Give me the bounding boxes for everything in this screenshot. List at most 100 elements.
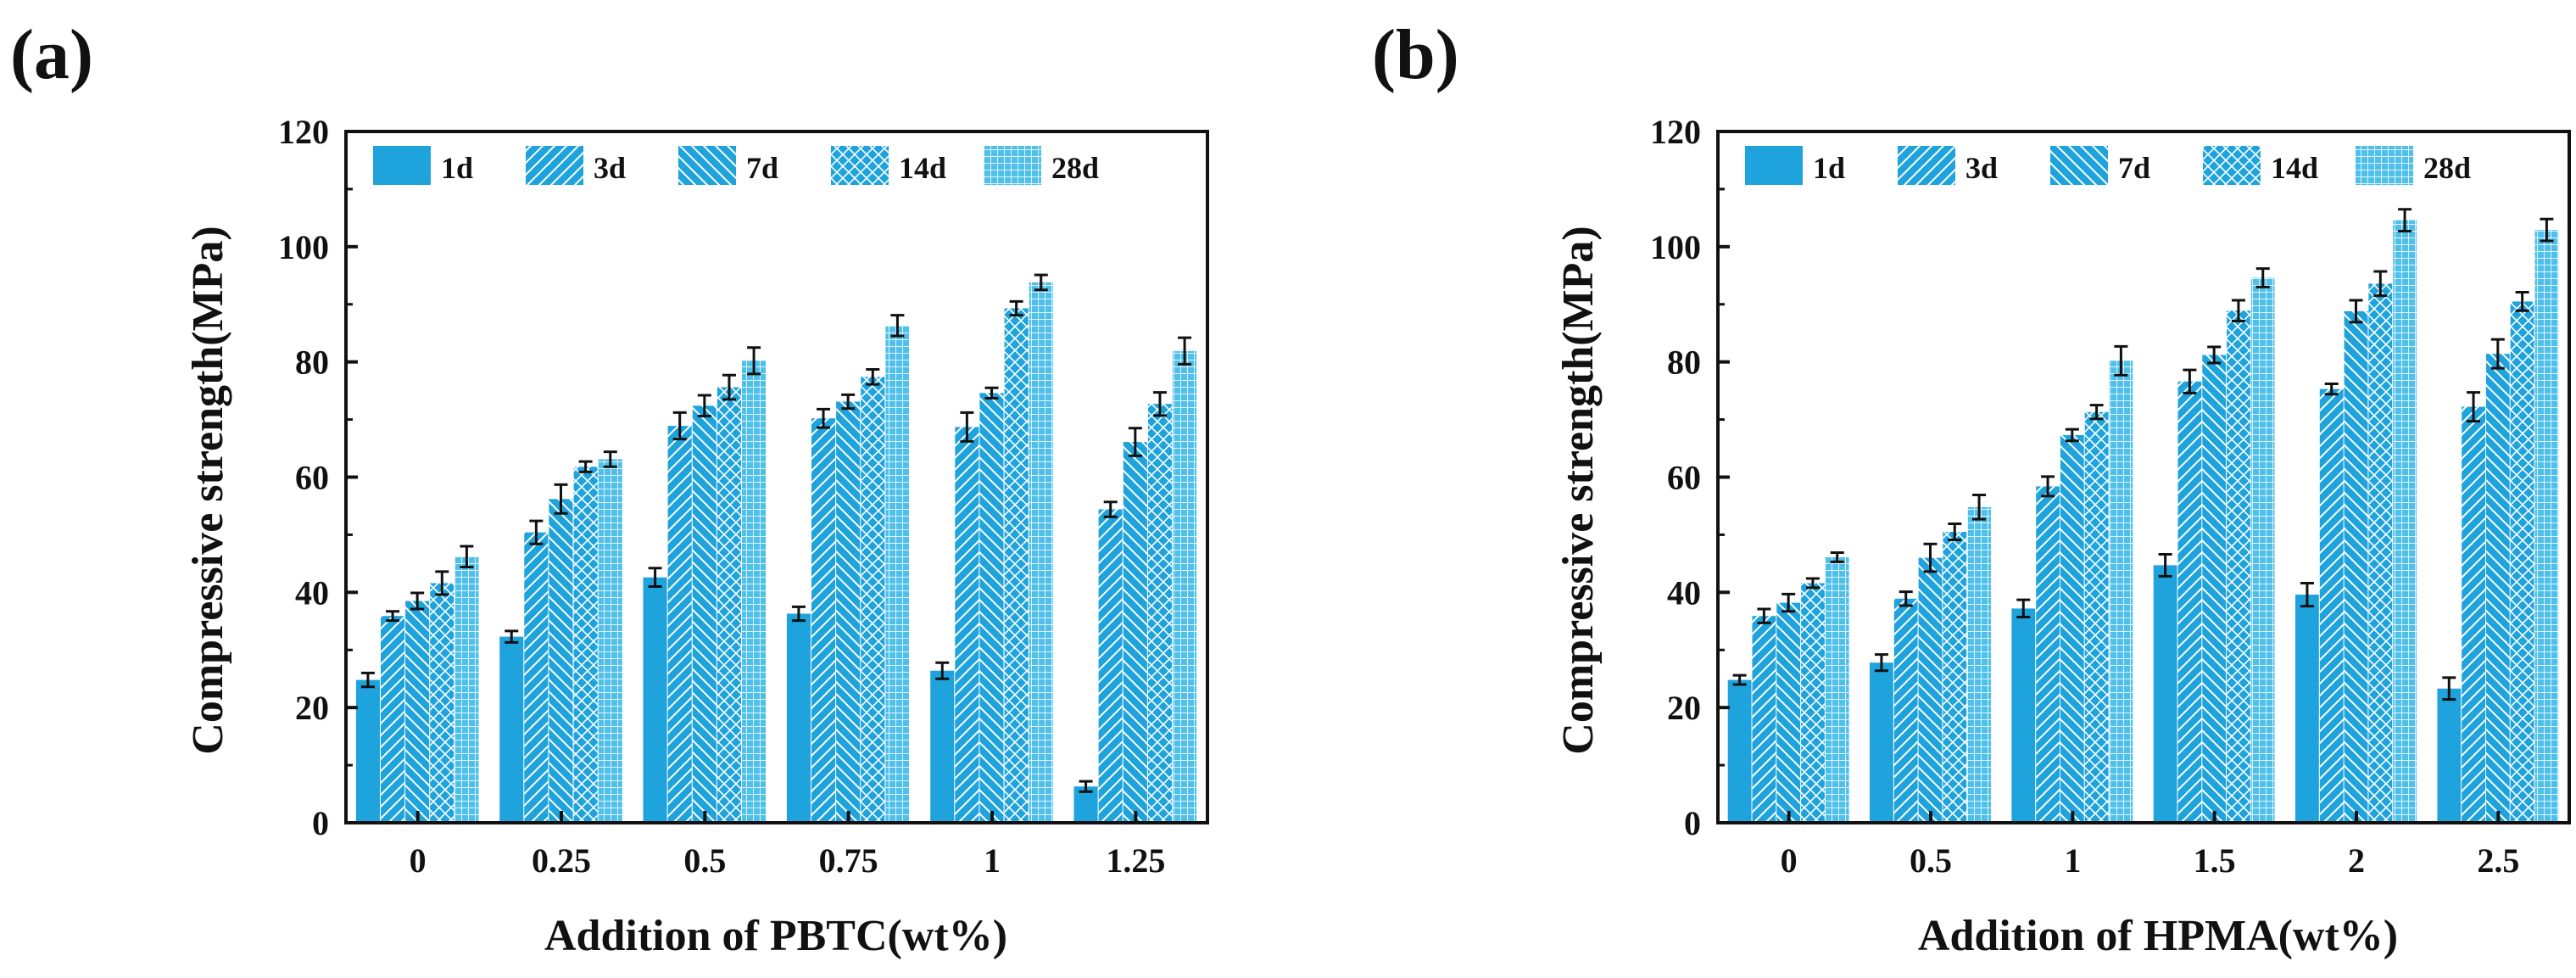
bar-7d-1.25 [1123,442,1147,823]
error-bar-3d-0 [386,610,400,623]
legend-swatch-14d [831,146,889,185]
bar-28d-0 [454,556,479,823]
x-tick-label: 1 [2064,841,2081,880]
error-bar-14d-0 [1805,577,1820,590]
x-tick-label: 0.25 [532,841,591,880]
y-tick-label: 80 [295,344,329,382]
x-axis-title-a: Addition of PBTC(wt%) [544,912,1007,960]
error-bar-7d-0.5 [697,394,711,418]
chart-panel-b: (b) Compressive strength(MPa) Addition o… [1372,15,2571,960]
error-bar-7d-1.5 [2207,345,2222,365]
error-bar-14d-0.25 [578,460,593,473]
bar-7d-1.5 [2202,355,2227,823]
bar-3d-0.25 [524,532,549,823]
chart-panel-a: (a) Compressive strength(MPa) Addition o… [10,15,1209,960]
error-bar-1d-0 [1732,673,1747,686]
error-bar-7d-2.5 [2490,338,2505,370]
bar-1d-0 [1727,679,1752,823]
legend-swatch-7d [2050,146,2108,185]
error-bar-3d-1.5 [2183,368,2197,394]
x-tick-label: 2.5 [2477,841,2519,880]
bar-1d-0.5 [643,577,667,823]
x-tick-label: 0.75 [819,841,878,880]
plot-area-a: 0 20 40 60 80 100 120 0 0.25 0.5 0.75 1 1.25 1d 3d 7d 14… [278,113,1209,880]
bar-3d-1.25 [1098,509,1123,823]
bar-28d-0 [1825,556,1849,823]
bar-7d-0 [405,601,430,823]
error-bar-14d-1 [2089,404,2104,421]
bar-14d-0 [430,583,454,823]
y-tick-label: 120 [1650,113,1701,151]
bar-3d-0 [381,616,405,823]
panel-label-b: (b) [1372,15,1459,94]
error-bar-28d-0.5 [1972,494,1987,521]
error-bar-1d-1 [2016,598,2031,619]
bar-1d-2.5 [2437,688,2462,823]
y-tick-label: 60 [1667,459,1701,497]
panel-label-a: (a) [10,15,93,94]
error-bar-14d-2 [2373,270,2388,298]
y-tick-label: 60 [295,459,329,497]
x-tick-label: 2 [2348,841,2365,880]
bar-28d-1 [2109,360,2133,823]
legend-swatch-28d [2356,146,2413,185]
legend-label-3d: 3d [1965,151,1998,185]
y-axis-title-b: Compressive strength(MPa) [1554,226,1603,754]
y-tick-label: 100 [278,228,329,266]
error-bar-7d-0.75 [841,393,856,411]
bar-28d-1 [1029,282,1053,823]
bar-1d-0.5 [1870,662,1893,823]
error-bar-28d-0 [460,545,474,568]
bar-14d-0.75 [861,377,885,823]
error-bar-7d-2 [2349,299,2363,324]
y-tick-label: 100 [1650,228,1701,266]
error-bar-1d-0.5 [648,567,662,589]
bar-7d-0.5 [1918,557,1943,823]
error-bar-28d-1 [1034,273,1048,292]
bar-14d-0.5 [1943,532,1967,823]
legend-swatch-3d [526,146,583,185]
legend-label-28d: 28d [1051,151,1099,185]
error-bar-3d-0 [1757,607,1771,624]
error-bar-3d-0.25 [529,519,544,545]
legend-swatch-3d [1898,146,1955,185]
error-bar-1d-2.5 [2442,676,2456,701]
error-bar-7d-0 [410,591,425,611]
x-tick-label: 0 [410,841,427,880]
legend-swatch-28d [984,146,1041,185]
bar-14d-1.5 [2227,310,2250,823]
legend-label-14d: 14d [2271,151,2318,185]
bar-28d-1.25 [1173,350,1197,823]
y-axis-title-a: Compressive strength(MPa) [184,226,232,754]
x-tick-label: 0 [1781,841,1798,880]
bar-7d-0 [1776,602,1801,823]
bar-3d-2 [2319,388,2344,823]
error-bar-1d-0.75 [791,605,806,623]
legend-swatch-1d [373,146,431,185]
error-bar-14d-1.5 [2231,299,2245,322]
error-bar-3d-2 [2324,382,2339,396]
legend: 1d 3d 7d 14d 28d [1745,146,2471,185]
error-bar-1d-0.5 [1874,653,1888,673]
bar-14d-0 [1801,583,1825,823]
bar-14d-2.5 [2510,301,2534,823]
bar-14d-0.5 [716,387,741,823]
error-bar-3d-2.5 [2467,391,2481,423]
bar-7d-2.5 [2485,354,2510,823]
error-bar-14d-0.75 [866,367,880,386]
y-tick-label: 20 [1667,689,1701,727]
bar-7d-0.5 [692,405,716,823]
bar-3d-0.75 [811,418,836,823]
error-bar-14d-0.5 [722,373,736,401]
legend-label-3d: 3d [594,151,626,185]
legend-label-1d: 1d [1813,151,1845,185]
error-bar-7d-0.25 [554,483,568,515]
bar-7d-1 [979,393,1004,823]
bar-7d-1 [2060,434,2084,823]
bar-3d-1 [2036,486,2060,823]
y-tick-label: 20 [295,689,329,727]
bar-1d-1 [2011,608,2036,823]
legend-label-28d: 28d [2423,151,2471,185]
bar-1d-1.5 [2153,565,2177,823]
